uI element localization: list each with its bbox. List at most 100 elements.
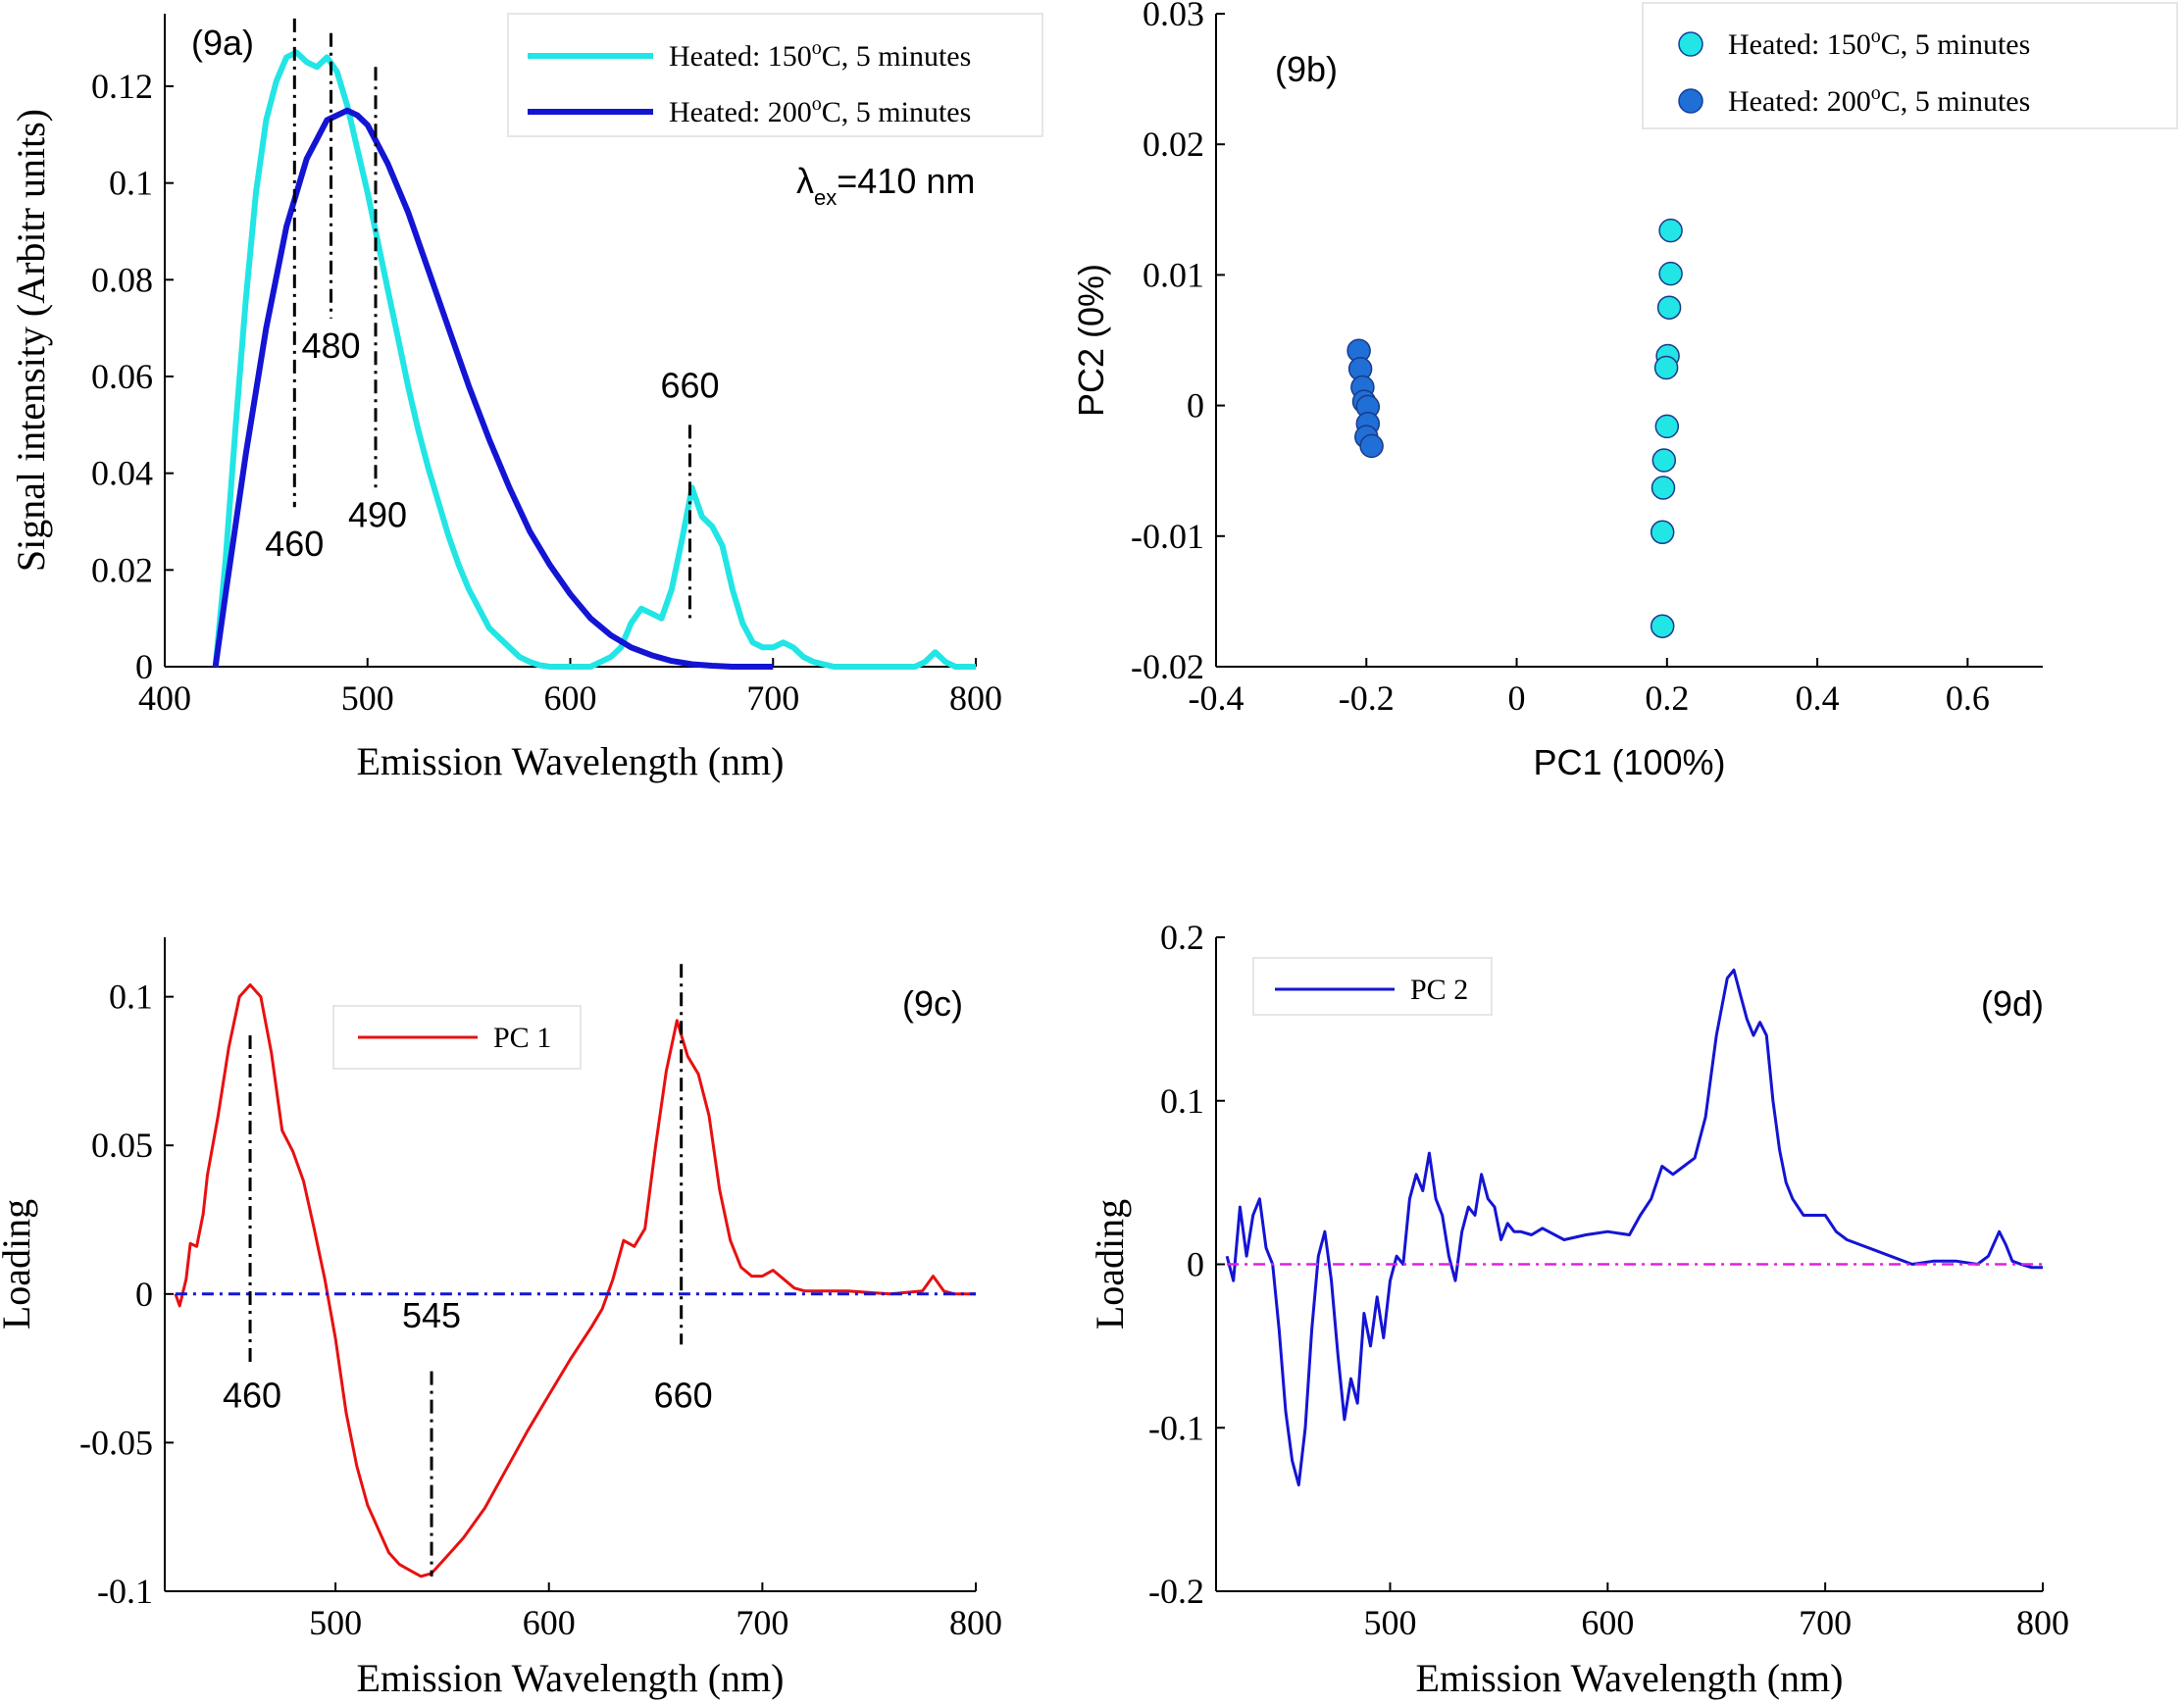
y-tick-label: 0 <box>135 647 153 686</box>
legend-marker <box>1678 88 1703 114</box>
panel-label: (9d) <box>1981 983 2044 1024</box>
legend-label: Heated: 200oC, 5 minutes <box>669 93 971 128</box>
x-tick-label: 800 <box>949 678 1002 718</box>
excitation-note: λex=410 nm <box>796 161 975 210</box>
legend-label: Heated: 150oC, 5 minutes <box>669 37 971 73</box>
y-tick-label: 0.1 <box>1160 1081 1204 1121</box>
y-axis-label: Signal intensity (Arbitr units) <box>9 109 53 572</box>
y-axis-label: Loading <box>1088 1199 1132 1329</box>
data-point <box>1650 614 1675 638</box>
panel-label: (9c) <box>902 983 963 1024</box>
y-tick-label: 0.05 <box>91 1126 153 1165</box>
x-tick-label: 0 <box>1508 678 1526 718</box>
data-point <box>1658 218 1683 243</box>
peak-label: 480 <box>301 326 360 366</box>
x-axis-label: Emission Wavelength (nm) <box>357 1656 785 1700</box>
y-tick-label: 0 <box>1187 386 1204 426</box>
x-tick-label: 800 <box>949 1603 1002 1642</box>
data-point <box>1650 520 1675 545</box>
peak-label: 490 <box>348 494 407 534</box>
x-tick-label: 400 <box>138 678 191 718</box>
x-tick-label: 0.6 <box>1946 678 1990 718</box>
panel-label: (9b) <box>1275 49 1338 89</box>
x-tick-label: 700 <box>736 1603 788 1642</box>
y-tick-label: -0.1 <box>97 1572 153 1611</box>
y-axis-label: PC2 (0%) <box>1071 264 1111 417</box>
y-tick-label: 0 <box>135 1275 153 1314</box>
data-point <box>1658 261 1683 286</box>
y-tick-label: 0.03 <box>1143 0 1204 33</box>
y-tick-label: -0.2 <box>1148 1572 1204 1611</box>
legend-label-degree: o <box>812 37 822 59</box>
x-tick-label: 0.2 <box>1645 678 1689 718</box>
legend-box <box>1252 957 1493 1016</box>
peak-label: 545 <box>402 1295 461 1335</box>
x-tick-label: 500 <box>309 1603 362 1642</box>
x-tick-label: 700 <box>1799 1603 1852 1642</box>
legend-label: Heated: 200oC, 5 minutes <box>1728 82 2030 118</box>
legend-label-degree: o <box>1871 25 1881 47</box>
legend-label-text: Heated: 200 <box>1728 85 1871 118</box>
excitation-note-subscript: ex <box>814 185 837 210</box>
data-point <box>1656 295 1682 320</box>
x-axis-label: PC1 (100%) <box>1533 742 1725 782</box>
legend-label-unit: C, 5 minutes <box>1881 85 2031 118</box>
data-point <box>1654 414 1680 439</box>
y-tick-label: 0 <box>1187 1245 1204 1284</box>
legend-label: PC 2 <box>1410 974 1468 1006</box>
legend-marker <box>1678 31 1703 57</box>
x-tick-label: 500 <box>341 678 394 718</box>
panel-9d: 500 600 700 800 -0.2 -0.1 0 0.1 0.2 Emission Wave… <box>1088 918 2069 1700</box>
data-point <box>1653 355 1679 380</box>
y-tick-label: -0.05 <box>79 1423 153 1462</box>
x-tick-label: 500 <box>1363 1603 1416 1642</box>
series-line-pc-1 <box>174 983 976 1579</box>
panel-9c: 500 600 700 800 -0.1 -0.05 0 0.05 0.1 Emission Wa… <box>0 937 1002 1700</box>
legend-label-text: Heated: 150 <box>1728 28 1871 61</box>
y-tick-label: 0.2 <box>1160 918 1204 957</box>
panel-9a: 400 500 600 700 800 0 0.02 0.04 0.06 0.08 0.1 0.12 E… <box>9 13 1043 783</box>
legend-label-degree: o <box>812 93 822 115</box>
legend-label: Heated: 150oC, 5 minutes <box>1728 25 2030 61</box>
x-tick-label: -0.2 <box>1339 678 1395 718</box>
y-tick-label: 0.06 <box>91 357 153 396</box>
x-tick-label: 800 <box>2016 1603 2069 1642</box>
x-tick-label: 600 <box>544 678 597 718</box>
y-tick-label: 0.04 <box>91 454 153 493</box>
legend-label-unit: C, 5 minutes <box>822 96 972 128</box>
peak-label: 660 <box>654 1375 713 1415</box>
legend-label-text: Heated: 150 <box>669 40 812 73</box>
legend-label-text: Heated: 200 <box>669 96 812 128</box>
x-tick-label: 600 <box>1581 1603 1634 1642</box>
excitation-note-suffix: =410 nm <box>837 161 975 201</box>
y-tick-label: 0.1 <box>109 164 153 203</box>
y-tick-label: 0.12 <box>91 67 153 106</box>
series-line-pc-2 <box>1225 968 2043 1487</box>
excitation-note-prefix: λ <box>796 161 814 201</box>
data-point <box>1651 448 1677 473</box>
x-axis-label: Emission Wavelength (nm) <box>1416 1656 1844 1700</box>
y-tick-label: -0.01 <box>1131 517 1204 556</box>
legend-label-unit: C, 5 minutes <box>1881 28 2031 61</box>
y-tick-label: 0.02 <box>1143 125 1204 164</box>
peak-label: 660 <box>660 366 719 406</box>
y-tick-label: 0.01 <box>1143 255 1204 294</box>
legend-label: PC 1 <box>493 1022 551 1054</box>
x-tick-label: 600 <box>523 1603 576 1642</box>
panel-label: (9a) <box>191 23 254 63</box>
peak-label: 460 <box>265 524 324 564</box>
series-line-heated-200-c-5-minutes <box>212 107 774 670</box>
data-point <box>1651 476 1676 500</box>
y-axis-label: Loading <box>0 1199 38 1329</box>
y-tick-label: -0.02 <box>1131 647 1204 686</box>
legend-box <box>1642 2 2178 129</box>
data-point <box>1359 433 1384 459</box>
y-tick-label: -0.1 <box>1148 1408 1204 1447</box>
panel-9b: -0.4 -0.2 0 0.2 0.4 0.6 -0.02 -0.01 0 0.01 0.02 0.0… <box>1071 0 2178 782</box>
x-tick-label: 700 <box>746 678 799 718</box>
legend-label-degree: o <box>1871 82 1881 104</box>
x-tick-label: 0.4 <box>1796 678 1840 718</box>
x-tick-label: -0.4 <box>1189 678 1244 718</box>
